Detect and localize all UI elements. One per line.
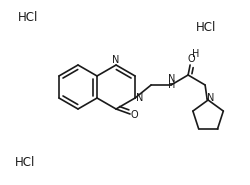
- Text: O: O: [186, 54, 194, 64]
- Text: H: H: [192, 49, 199, 59]
- Text: N: N: [168, 74, 175, 84]
- Text: N: N: [136, 93, 143, 103]
- Text: HCl: HCl: [18, 11, 38, 23]
- Text: HCl: HCl: [15, 157, 35, 169]
- Text: N: N: [112, 55, 119, 65]
- Text: O: O: [130, 110, 137, 120]
- Text: H: H: [168, 80, 175, 90]
- Text: N: N: [206, 93, 214, 103]
- Text: HCl: HCl: [195, 21, 216, 33]
